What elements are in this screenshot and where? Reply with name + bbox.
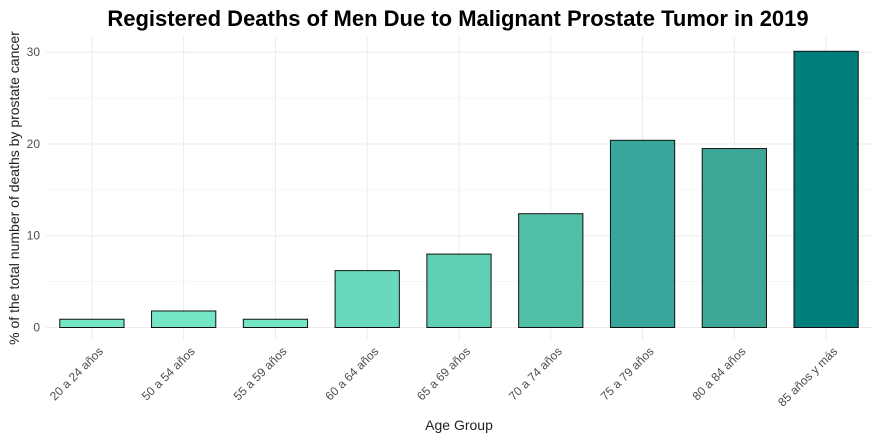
bar: [334, 270, 400, 329]
y-tick-label: 0: [33, 321, 40, 335]
bar: [701, 148, 767, 328]
y-tick-label: 20: [27, 137, 41, 151]
bar: [59, 318, 125, 328]
y-tick-label: 10: [27, 229, 41, 243]
bar: [151, 310, 217, 328]
x-tick-label: 80 a 84 años: [689, 344, 748, 403]
x-tick-label: 50 a 54 años: [139, 344, 198, 403]
x-tick-label: 85 años y más: [775, 344, 840, 409]
y-tick-label: 30: [27, 45, 41, 59]
x-tick-label: 70 a 74 años: [506, 344, 565, 403]
bar: [793, 50, 859, 328]
bar: [242, 318, 309, 328]
bar: [609, 139, 676, 328]
x-axis-label: Age Group: [425, 417, 493, 433]
bar: [426, 253, 492, 328]
bars: [59, 50, 859, 329]
chart-title: Registered Deaths of Men Due to Malignan…: [107, 6, 808, 31]
x-axis-ticks: 20 a 24 años 50 a 54 años 55 a 59 años 60 a…: [47, 344, 840, 409]
bar: [518, 213, 584, 328]
x-tick-label: 65 a 69 años: [414, 344, 473, 403]
x-tick-label: 20 a 24 años: [47, 344, 106, 403]
x-tick-label: 75 a 79 años: [598, 344, 657, 403]
x-tick-label: 55 a 59 años: [231, 344, 290, 403]
x-tick-label: 60 a 64 años: [322, 344, 381, 403]
y-axis-label: % of the total number of deaths by prost…: [6, 31, 22, 345]
y-axis-ticks: 0 10 20 30: [27, 45, 41, 334]
